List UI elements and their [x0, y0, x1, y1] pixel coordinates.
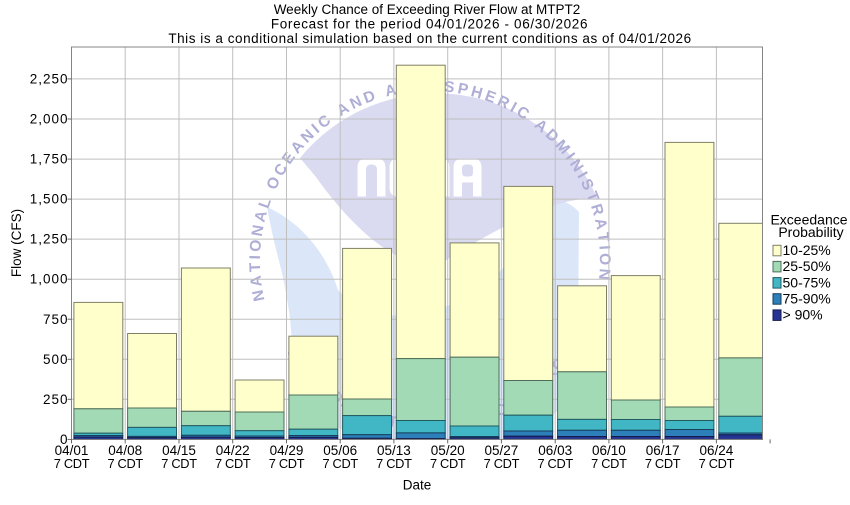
- svg-text:06/17: 06/17: [646, 443, 680, 458]
- svg-text:06/03: 06/03: [538, 443, 572, 458]
- svg-text:7 CDT: 7 CDT: [591, 456, 627, 471]
- svg-text:N: N: [250, 288, 269, 302]
- svg-text:7 CDT: 7 CDT: [54, 456, 90, 471]
- svg-text:N: N: [595, 268, 613, 280]
- svg-text:500: 500: [43, 352, 69, 367]
- svg-text:S: S: [443, 79, 455, 97]
- svg-text:O: O: [247, 239, 265, 252]
- svg-text:I: I: [247, 255, 264, 260]
- svg-text:75-90%: 75-90%: [783, 291, 831, 307]
- svg-text:7 CDT: 7 CDT: [215, 456, 251, 471]
- svg-text:04/22: 04/22: [216, 443, 250, 458]
- svg-text:7 CDT: 7 CDT: [537, 456, 573, 471]
- svg-text:750: 750: [43, 312, 69, 327]
- svg-text:06/10: 06/10: [592, 443, 626, 458]
- svg-text:2,000: 2,000: [30, 112, 69, 127]
- svg-text:Date: Date: [403, 478, 432, 493]
- svg-text:H: H: [469, 83, 484, 102]
- svg-text:Flow (CFS): Flow (CFS): [9, 209, 24, 277]
- svg-text:I: I: [595, 245, 612, 251]
- svg-text:O: O: [596, 253, 613, 265]
- svg-text:7 CDT: 7 CDT: [376, 456, 412, 471]
- svg-text:04/29: 04/29: [270, 443, 304, 458]
- svg-text:A: A: [248, 275, 266, 288]
- svg-text:05/13: 05/13: [377, 443, 411, 458]
- svg-text:06/24: 06/24: [700, 443, 734, 458]
- svg-text:1,500: 1,500: [30, 192, 69, 207]
- svg-text:Forecast for the period 04/01/: Forecast for the period 04/01/2026 - 06/…: [271, 17, 588, 32]
- svg-text:T: T: [247, 262, 264, 273]
- svg-text:I: I: [507, 99, 519, 116]
- svg-text:This is a conditional simulati: This is a conditional simulation based o…: [168, 31, 691, 46]
- svg-text:D: D: [361, 87, 377, 107]
- svg-text:250: 250: [43, 392, 69, 407]
- svg-text:R: R: [587, 202, 607, 218]
- svg-text:Probability: Probability: [778, 224, 843, 240]
- svg-text:7 CDT: 7 CDT: [269, 456, 305, 471]
- svg-text:7 CDT: 7 CDT: [484, 456, 520, 471]
- svg-text:7 CDT: 7 CDT: [161, 456, 197, 471]
- svg-text:T: T: [594, 232, 612, 244]
- svg-text:05/06: 05/06: [323, 443, 357, 458]
- svg-text:50-75%: 50-75%: [783, 274, 831, 290]
- svg-text:N: N: [249, 224, 268, 238]
- svg-text:Weekly Chance of Exceeding Riv: Weekly Chance of Exceeding River Flow at…: [274, 2, 581, 17]
- svg-text:> 90%: > 90%: [783, 307, 823, 323]
- svg-text:7 CDT: 7 CDT: [430, 456, 466, 471]
- svg-text:7 CDT: 7 CDT: [107, 456, 143, 471]
- svg-text:7 CDT: 7 CDT: [645, 456, 681, 471]
- svg-text:1,250: 1,250: [30, 232, 69, 247]
- svg-text:04/08: 04/08: [108, 443, 142, 458]
- svg-text:25-50%: 25-50%: [783, 258, 831, 274]
- svg-text:04/01: 04/01: [55, 443, 89, 458]
- svg-text:05/27: 05/27: [485, 443, 519, 458]
- svg-text:7 CDT: 7 CDT: [699, 456, 735, 471]
- svg-text:Exceedance: Exceedance: [770, 212, 847, 228]
- svg-text:2,250: 2,250: [30, 71, 69, 86]
- svg-text:10-25%: 10-25%: [783, 242, 831, 258]
- svg-text:1,750: 1,750: [30, 152, 69, 167]
- svg-text:0: 0: [60, 432, 69, 447]
- svg-text:P: P: [456, 80, 469, 99]
- svg-text:1,000: 1,000: [30, 272, 69, 287]
- svg-text:04/15: 04/15: [162, 443, 196, 458]
- svg-text:A: A: [591, 217, 610, 232]
- svg-text:7 CDT: 7 CDT: [322, 456, 358, 471]
- svg-text:05/20: 05/20: [431, 443, 465, 458]
- svg-text:A: A: [252, 209, 271, 224]
